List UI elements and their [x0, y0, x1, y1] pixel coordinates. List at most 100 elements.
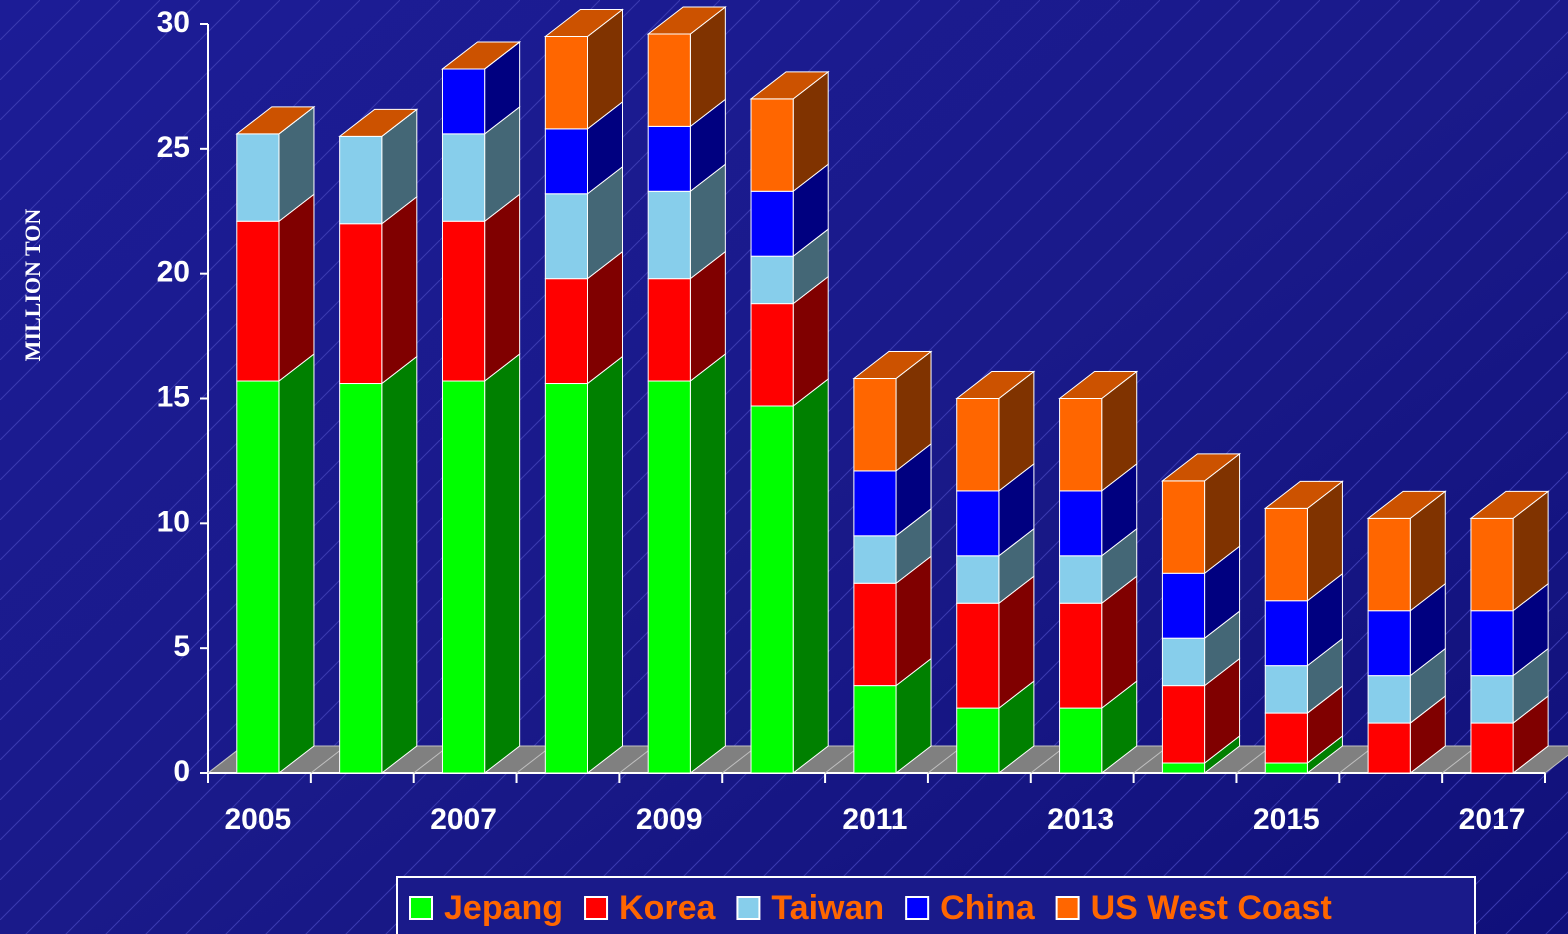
- bar-segment: [441, 68, 486, 135]
- bar-segment: [544, 193, 589, 280]
- bar-segment: [1264, 600, 1308, 667]
- bar-segment: [956, 398, 1000, 492]
- bar-segment: [750, 98, 794, 192]
- bar-side: [381, 195, 418, 385]
- y-tick-label: 10: [157, 505, 190, 538]
- legend-swatch: [409, 896, 433, 920]
- bar-segment: [853, 470, 897, 537]
- bar-segment: [1059, 490, 1103, 557]
- bar-segment: [1367, 722, 1411, 774]
- y-tick-label: 15: [157, 380, 190, 413]
- bar-top: [1058, 371, 1139, 399]
- bar-top: [1160, 453, 1242, 482]
- bar-segment: [647, 278, 691, 382]
- bar-segment: [544, 35, 589, 130]
- bar-top: [852, 351, 933, 380]
- bar-segment: [1367, 610, 1411, 677]
- bar-segment: [750, 303, 794, 407]
- x-tick-label: 2015: [1253, 803, 1320, 836]
- bar-side: [792, 377, 829, 775]
- legend-label: US West Coast: [1091, 889, 1332, 927]
- x-tick-label: 2009: [636, 803, 703, 836]
- legend-box: [396, 876, 1476, 934]
- legend-label: Jepang: [444, 889, 563, 927]
- bar-segment: [1264, 762, 1308, 774]
- bar-segment: [1264, 665, 1308, 714]
- bar-segment: [441, 220, 486, 382]
- x-tick-label: 2005: [225, 803, 292, 836]
- bar-segment: [750, 190, 794, 257]
- legend-swatch: [736, 896, 761, 920]
- bar-segment: [441, 133, 486, 222]
- bar-top: [338, 108, 419, 137]
- bar-top: [235, 106, 316, 135]
- y-tick-label: 25: [157, 131, 190, 164]
- bar-side: [278, 353, 315, 775]
- bar-segment: [544, 383, 589, 774]
- legend-swatch: [584, 896, 609, 920]
- bar-segment: [1059, 398, 1103, 492]
- bar-segment: [956, 602, 1000, 709]
- bar-segment: [1059, 555, 1103, 604]
- bar-segment: [647, 125, 691, 192]
- y-tick-label: 5: [173, 630, 190, 663]
- bar-segment: [1264, 507, 1308, 602]
- bar-segment: [956, 707, 1000, 774]
- bar-segment: [544, 278, 589, 385]
- bar-segment: [236, 380, 280, 774]
- bar-side: [278, 193, 315, 383]
- bar-segment: [1264, 712, 1308, 764]
- bar-segment: [544, 128, 589, 195]
- bar-segment: [956, 490, 1000, 557]
- y-tick-label: 0: [173, 755, 190, 788]
- x-tick-label: 2013: [1047, 803, 1114, 836]
- bar-segment: [1367, 675, 1411, 724]
- bar-top: [441, 41, 522, 70]
- bar-segment: [339, 223, 383, 385]
- bar-segment: [1470, 675, 1514, 724]
- bar-segment: [236, 133, 280, 222]
- legend-swatch: [1055, 896, 1080, 920]
- bar-segment: [647, 33, 691, 127]
- bar-segment: [1367, 517, 1411, 612]
- x-tick-label: 2011: [842, 803, 907, 836]
- legend-label: Korea: [619, 889, 716, 927]
- legend: Jepang Korea Taiwan China US West Coast: [396, 876, 1476, 934]
- bar-top: [1469, 490, 1550, 519]
- bar-segment: [750, 255, 794, 305]
- bar-top: [749, 71, 830, 100]
- bar-top: [955, 371, 1036, 399]
- legend-label: Taiwan: [771, 889, 884, 927]
- bar-segment: [1161, 572, 1206, 639]
- bar-side: [484, 193, 521, 383]
- bar-segment: [1059, 707, 1103, 774]
- bar-top: [543, 8, 624, 37]
- bar-segment: [647, 190, 691, 280]
- bar-side: [587, 355, 624, 775]
- bar-segment: [647, 380, 691, 774]
- bar-segment: [750, 405, 794, 774]
- y-tick-label: 30: [157, 6, 190, 39]
- x-tick-label: 2007: [430, 803, 497, 836]
- bar-segment: [1161, 762, 1206, 774]
- bar-segment: [853, 535, 897, 584]
- bar-side: [484, 353, 521, 775]
- bar-segment: [956, 555, 1000, 604]
- bar-segment: [1470, 722, 1514, 774]
- bar-segment: [853, 378, 897, 472]
- bar-top: [1263, 480, 1344, 509]
- bar-segment: [1470, 517, 1514, 612]
- y-axis-label: MILLION TON: [20, 209, 45, 362]
- bar-segment: [1161, 480, 1206, 574]
- bar-top: [646, 6, 727, 35]
- bar-segment: [1161, 685, 1206, 764]
- bar-segment: [1161, 637, 1206, 687]
- bar-segment: [339, 135, 383, 225]
- bar-segment: [236, 220, 280, 382]
- bar-segment: [339, 383, 383, 774]
- bar-side: [689, 353, 726, 775]
- bar-top: [1366, 490, 1447, 519]
- legend-swatch: [905, 896, 930, 920]
- bar-segment: [441, 380, 486, 774]
